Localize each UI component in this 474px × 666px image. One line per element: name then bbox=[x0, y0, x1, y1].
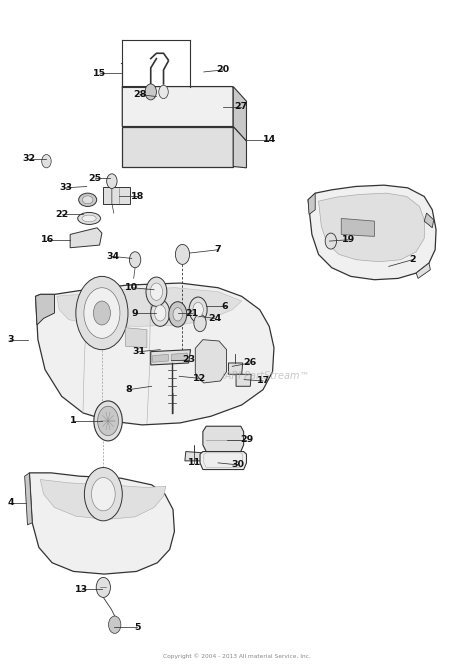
Polygon shape bbox=[308, 193, 315, 214]
Text: 18: 18 bbox=[131, 192, 144, 201]
Polygon shape bbox=[57, 288, 242, 326]
Polygon shape bbox=[185, 452, 204, 461]
Text: 22: 22 bbox=[55, 210, 68, 219]
Circle shape bbox=[146, 277, 167, 306]
Polygon shape bbox=[25, 473, 32, 525]
Text: 6: 6 bbox=[222, 302, 228, 311]
Text: 3: 3 bbox=[7, 335, 14, 344]
Polygon shape bbox=[122, 87, 233, 127]
Text: 1: 1 bbox=[70, 416, 77, 426]
Text: 17: 17 bbox=[256, 376, 270, 386]
Circle shape bbox=[109, 616, 121, 633]
Circle shape bbox=[175, 244, 190, 264]
Polygon shape bbox=[204, 453, 243, 468]
Circle shape bbox=[169, 302, 187, 327]
Polygon shape bbox=[36, 294, 55, 325]
Text: 2: 2 bbox=[409, 255, 416, 264]
Text: iARI PartStream™: iARI PartStream™ bbox=[222, 371, 309, 382]
Ellipse shape bbox=[82, 215, 96, 222]
Text: 5: 5 bbox=[134, 623, 141, 632]
Circle shape bbox=[194, 314, 206, 332]
Circle shape bbox=[173, 308, 182, 321]
Polygon shape bbox=[233, 87, 246, 141]
Text: 29: 29 bbox=[240, 435, 253, 444]
Text: 27: 27 bbox=[234, 102, 247, 111]
Text: 26: 26 bbox=[244, 358, 257, 368]
Text: Copyright © 2004 - 2013 All material Service, Inc.: Copyright © 2004 - 2013 All material Ser… bbox=[163, 654, 311, 659]
Circle shape bbox=[42, 155, 51, 168]
Text: 33: 33 bbox=[60, 183, 73, 192]
Circle shape bbox=[151, 300, 170, 326]
Text: 9: 9 bbox=[132, 308, 138, 318]
Text: 16: 16 bbox=[41, 235, 54, 244]
Text: 15: 15 bbox=[93, 69, 106, 78]
Text: 24: 24 bbox=[208, 314, 221, 323]
Polygon shape bbox=[228, 363, 243, 374]
Circle shape bbox=[94, 401, 122, 441]
Circle shape bbox=[145, 84, 156, 100]
Text: 12: 12 bbox=[192, 374, 206, 383]
Ellipse shape bbox=[79, 193, 97, 206]
Polygon shape bbox=[424, 213, 434, 228]
Text: 7: 7 bbox=[215, 245, 221, 254]
Circle shape bbox=[107, 174, 117, 188]
Circle shape bbox=[189, 297, 207, 322]
Polygon shape bbox=[40, 480, 166, 519]
Text: 10: 10 bbox=[125, 283, 138, 292]
Circle shape bbox=[84, 468, 122, 521]
Circle shape bbox=[96, 577, 110, 597]
Polygon shape bbox=[36, 283, 274, 425]
Circle shape bbox=[150, 283, 163, 300]
Circle shape bbox=[98, 406, 118, 436]
Polygon shape bbox=[172, 353, 187, 361]
Polygon shape bbox=[126, 328, 147, 348]
Text: 4: 4 bbox=[7, 498, 14, 507]
Polygon shape bbox=[233, 127, 246, 168]
Polygon shape bbox=[151, 350, 191, 365]
Polygon shape bbox=[341, 218, 374, 236]
Ellipse shape bbox=[78, 212, 100, 224]
Ellipse shape bbox=[82, 196, 93, 204]
Circle shape bbox=[155, 305, 166, 321]
Circle shape bbox=[76, 276, 128, 350]
Polygon shape bbox=[29, 473, 174, 574]
Text: 21: 21 bbox=[185, 308, 199, 318]
Text: 8: 8 bbox=[126, 385, 132, 394]
Text: 13: 13 bbox=[75, 585, 88, 594]
Text: 20: 20 bbox=[216, 65, 229, 75]
Circle shape bbox=[325, 233, 337, 249]
Polygon shape bbox=[70, 228, 102, 248]
Polygon shape bbox=[416, 263, 430, 278]
Polygon shape bbox=[122, 127, 233, 166]
Circle shape bbox=[91, 478, 115, 511]
Text: 31: 31 bbox=[133, 347, 146, 356]
Polygon shape bbox=[195, 340, 227, 383]
Text: 32: 32 bbox=[22, 154, 35, 163]
Polygon shape bbox=[308, 185, 436, 280]
Polygon shape bbox=[319, 193, 425, 262]
Circle shape bbox=[159, 85, 168, 99]
Text: 23: 23 bbox=[182, 355, 195, 364]
Circle shape bbox=[84, 288, 120, 338]
Polygon shape bbox=[236, 374, 251, 386]
Circle shape bbox=[193, 302, 203, 317]
Text: 25: 25 bbox=[88, 174, 101, 183]
Polygon shape bbox=[203, 426, 244, 452]
Polygon shape bbox=[200, 452, 246, 470]
Text: 34: 34 bbox=[106, 252, 119, 261]
Text: 30: 30 bbox=[231, 460, 245, 470]
Text: 11: 11 bbox=[188, 458, 201, 468]
Circle shape bbox=[93, 301, 110, 325]
Text: 28: 28 bbox=[133, 90, 146, 99]
Text: 19: 19 bbox=[342, 235, 355, 244]
Polygon shape bbox=[153, 354, 168, 362]
FancyBboxPatch shape bbox=[103, 187, 130, 204]
Circle shape bbox=[129, 252, 141, 268]
Text: 14: 14 bbox=[263, 135, 276, 145]
